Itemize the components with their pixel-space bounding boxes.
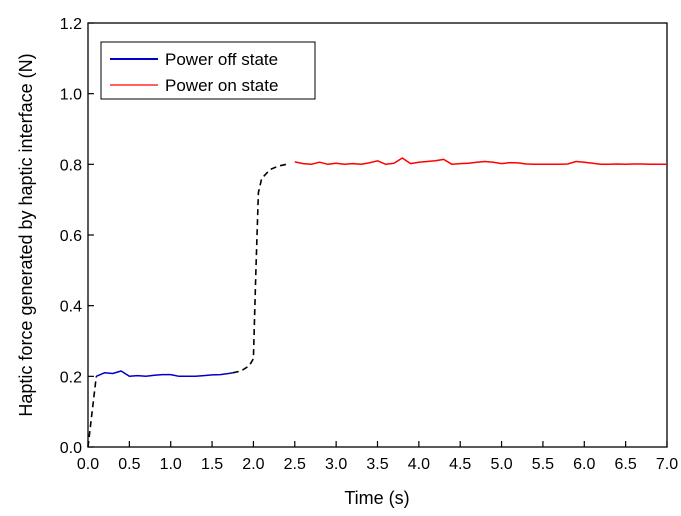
x-tick-label: 5.5 xyxy=(532,456,554,473)
y-tick-label: 1.2 xyxy=(60,16,82,33)
x-tick-label: 4.0 xyxy=(408,456,430,473)
x-axis: 0.0 0.5 1.0 1.5 2.0 2.5 3.0 3.5 4.0 4.5 5.0 5.5 6.0 6… xyxy=(77,441,678,473)
transition-line-start xyxy=(87,376,98,448)
series-line-power-off xyxy=(96,370,233,378)
x-tick-label: 2.0 xyxy=(242,456,264,473)
x-tick-label: 1.5 xyxy=(201,456,223,473)
x-tick-label: 6.5 xyxy=(615,456,637,473)
legend-label-power-on: Power on state xyxy=(165,76,278,95)
y-tick-label: 0.4 xyxy=(60,299,82,316)
y-tick-label: 0.8 xyxy=(60,157,82,174)
series-line-power-on xyxy=(294,157,667,166)
x-tick-label: 2.5 xyxy=(284,456,306,473)
x-tick-label: 0.5 xyxy=(118,456,140,473)
y-tick-label: 0.2 xyxy=(60,369,82,386)
x-tick-label: 1.0 xyxy=(160,456,182,473)
x-tick-label: 6.0 xyxy=(573,456,595,473)
x-tick-label: 4.5 xyxy=(449,456,471,473)
series-layer xyxy=(87,157,667,448)
x-axis-title: Time (s) xyxy=(344,488,409,508)
x-tick-label: 0.0 xyxy=(77,456,99,473)
y-tick-label: 0.0 xyxy=(60,440,82,457)
x-tick-label: 3.5 xyxy=(366,456,388,473)
y-axis: 0.0 0.2 0.4 0.6 0.8 1.0 1.2 xyxy=(60,16,94,457)
x-tick-label: 3.0 xyxy=(325,456,347,473)
y-tick-label: 0.6 xyxy=(60,228,82,245)
x-tick-label: 7.0 xyxy=(656,456,678,473)
y-tick-label: 1.0 xyxy=(60,87,82,104)
y-axis-title: Haptic force generated by haptic interfa… xyxy=(16,53,36,416)
transition-line-step xyxy=(232,163,287,374)
x-tick-label: 5.0 xyxy=(490,456,512,473)
legend: Power off state Power on state xyxy=(100,41,316,100)
legend-label-power-off: Power off state xyxy=(165,50,278,69)
legend-box xyxy=(100,41,316,100)
